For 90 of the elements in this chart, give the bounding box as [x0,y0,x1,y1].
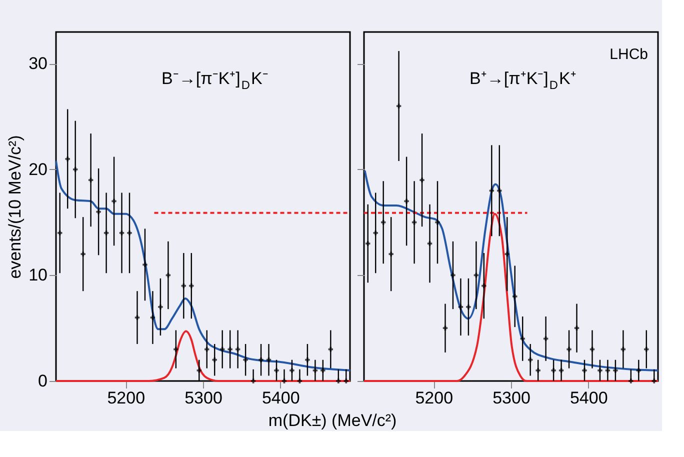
point [598,368,602,373]
point [613,368,618,373]
point [243,358,248,362]
point [344,378,348,384]
point [412,220,417,225]
point [274,368,279,373]
point [458,304,464,310]
point [181,283,186,288]
point [442,326,448,330]
point [72,167,78,172]
point [474,272,479,278]
point [104,230,109,236]
point [551,368,556,373]
point [282,378,287,384]
line-series [55,160,351,372]
point [497,188,502,193]
point [258,358,264,362]
point [366,241,370,246]
point [574,326,580,330]
line-series [55,330,351,382]
x-tick-label: 5300 [492,388,530,408]
point [96,209,101,214]
point [266,358,272,362]
y-axis-title: events/(10 MeV/c²) [6,135,25,279]
x-axis-title: m(DK±) (MeV/c²) [268,410,397,430]
point [196,368,202,373]
point [312,368,318,373]
point [566,346,572,352]
point [388,252,394,256]
x-tick-label: 5400 [262,388,300,408]
point [305,358,310,362]
point [528,358,533,362]
point [166,272,171,278]
y-tick-label: 20 [28,160,48,179]
point [290,368,294,373]
point [420,178,424,182]
point [189,283,194,288]
point [636,368,642,373]
point [482,283,486,288]
point [373,230,378,236]
point [65,156,70,162]
point [119,230,124,236]
point [558,368,564,373]
x-tick-label: 5300 [184,388,222,408]
point [543,336,548,342]
point [235,346,240,352]
point [520,336,525,342]
point [466,304,471,310]
point [605,368,610,373]
point [652,378,656,384]
point [127,230,132,236]
point [336,378,341,384]
point [58,230,62,236]
point [435,220,440,225]
point [396,104,402,108]
x-tick-label: 5200 [107,388,146,408]
point [228,346,232,352]
point [112,198,116,204]
point [204,346,210,352]
point [427,241,432,246]
point [212,358,217,362]
point [582,368,587,373]
point [489,188,494,193]
point [150,315,156,320]
point [220,346,225,352]
x-tick-label: 5400 [570,388,608,408]
point [512,294,518,299]
y-tick-label: 10 [28,266,48,285]
point [88,178,94,182]
point [328,346,334,352]
annotation: LHCb [610,46,648,63]
point [134,315,140,320]
x-tick-label: 5200 [415,388,454,408]
point [174,346,178,352]
point [158,304,163,310]
y-tick-label: 30 [28,54,48,74]
point [620,346,626,352]
point [536,368,540,373]
y-tick-label: 0 [38,372,48,390]
point [320,368,326,373]
point [404,198,409,204]
point [297,378,302,384]
point [380,220,386,225]
point [504,252,510,256]
point [628,378,634,384]
point [80,252,86,256]
point [250,378,256,384]
point [644,346,649,352]
point [450,272,456,278]
point [142,262,148,268]
